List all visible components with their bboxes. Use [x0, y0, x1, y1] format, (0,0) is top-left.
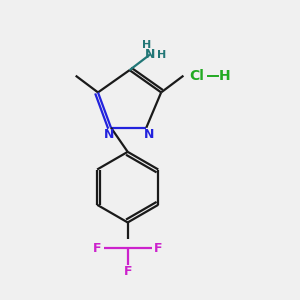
- Text: F: F: [154, 242, 163, 255]
- Text: Cl: Cl: [189, 69, 204, 83]
- Text: F: F: [124, 266, 132, 278]
- Text: N: N: [144, 128, 154, 141]
- Text: N: N: [104, 128, 114, 141]
- Text: N: N: [145, 48, 155, 61]
- Text: H: H: [142, 40, 152, 50]
- Text: F: F: [93, 242, 101, 255]
- Text: H: H: [218, 69, 230, 83]
- Text: H: H: [157, 50, 166, 59]
